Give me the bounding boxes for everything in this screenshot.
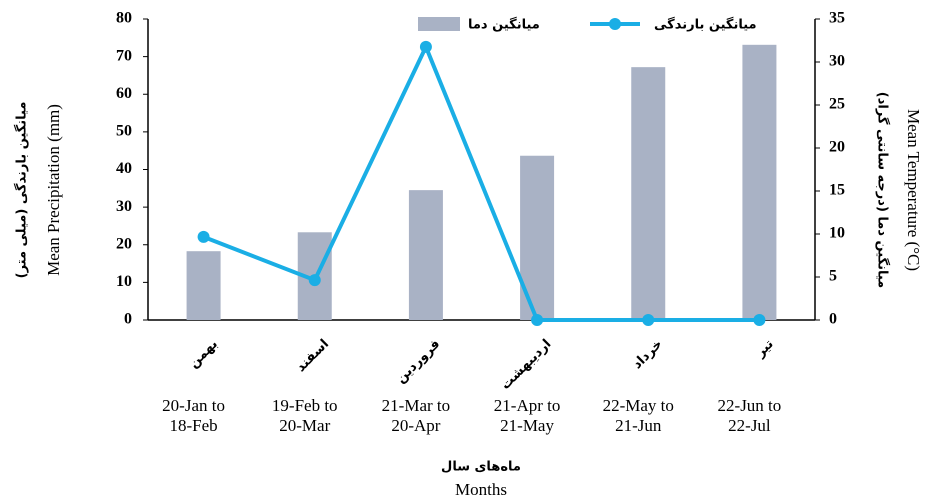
y2-tick-label: 20	[829, 139, 845, 156]
legend-label: میانگین بارندگی	[654, 17, 757, 33]
axes	[147, 19, 816, 321]
bar	[742, 44, 777, 321]
y2-axis-title: میانگین دما (درجه سانتی گراد)	[875, 92, 891, 288]
x-tick-label: تیر	[752, 337, 776, 361]
y-tick-label: 40	[116, 160, 132, 177]
y-tick-label: 80	[116, 10, 132, 27]
x-axis-title: Months	[455, 480, 507, 499]
y-tick-label: 30	[116, 198, 132, 215]
y-axis-title: میانگین بارندگی (میلی متر)	[14, 102, 30, 279]
legend-label: میانگین دما	[468, 17, 540, 33]
y-axis-title: Mean Precipitation (mm)	[44, 104, 63, 276]
y2-axis-title: Mean Temperature (°C)	[904, 109, 923, 271]
x-tick-label: 19-Feb to	[272, 396, 338, 415]
line-point	[419, 40, 432, 53]
x-tick-label: بهمن	[186, 337, 221, 372]
legend-swatch	[609, 18, 621, 30]
x-tick-label: 21-Apr to	[494, 396, 561, 415]
x-tick-label: 18-Feb	[169, 416, 217, 435]
y-tick-label: 10	[116, 273, 132, 290]
x-tick-label: 22-Jun to	[718, 396, 782, 415]
line-point	[197, 230, 210, 243]
x-tick-label: 20-Apr	[391, 416, 440, 435]
line-point	[642, 314, 655, 326]
x-tick-label: 21-May	[500, 416, 554, 435]
x-tick-label: 22-Jul	[728, 416, 771, 435]
line-point	[531, 314, 544, 326]
y2-tick-label: 25	[829, 96, 845, 113]
x-tick-label: 20-Jan to	[162, 396, 225, 415]
y2-tick-label: 35	[829, 10, 845, 27]
y-tick-label: 70	[116, 47, 132, 64]
y-tick-label: 0	[124, 311, 132, 328]
x-tick-label: اسفند	[294, 337, 332, 375]
x-tick-label: اردیبهشت	[498, 337, 554, 393]
bar	[631, 67, 666, 320]
y2-tick-label: 30	[829, 53, 845, 70]
bar	[186, 251, 221, 320]
y2-tick-label: 0	[829, 311, 837, 328]
y2-tick-label: 15	[829, 182, 845, 199]
x-tick-label: فروردین	[393, 337, 443, 387]
x-tick-label: خرداد	[630, 337, 666, 373]
y-tick-label: 50	[116, 123, 132, 140]
y2-tick-label: 5	[829, 268, 837, 285]
y-tick-label: 60	[116, 85, 132, 102]
x-tick-label: 21-Jun	[615, 416, 662, 435]
y2-tick-label: 10	[829, 225, 845, 242]
x-axis-title: ماه‌های سال	[441, 460, 521, 475]
y-tick-label: 20	[116, 235, 132, 252]
x-tick-label: 21-Mar to	[382, 396, 450, 415]
x-tick-label: 22-May to	[603, 396, 674, 415]
legend-swatch	[418, 17, 460, 31]
line-point	[308, 274, 321, 287]
line	[202, 41, 760, 322]
line-point	[753, 314, 766, 326]
x-tick-label: 20-Mar	[279, 416, 330, 435]
bar	[408, 190, 443, 320]
